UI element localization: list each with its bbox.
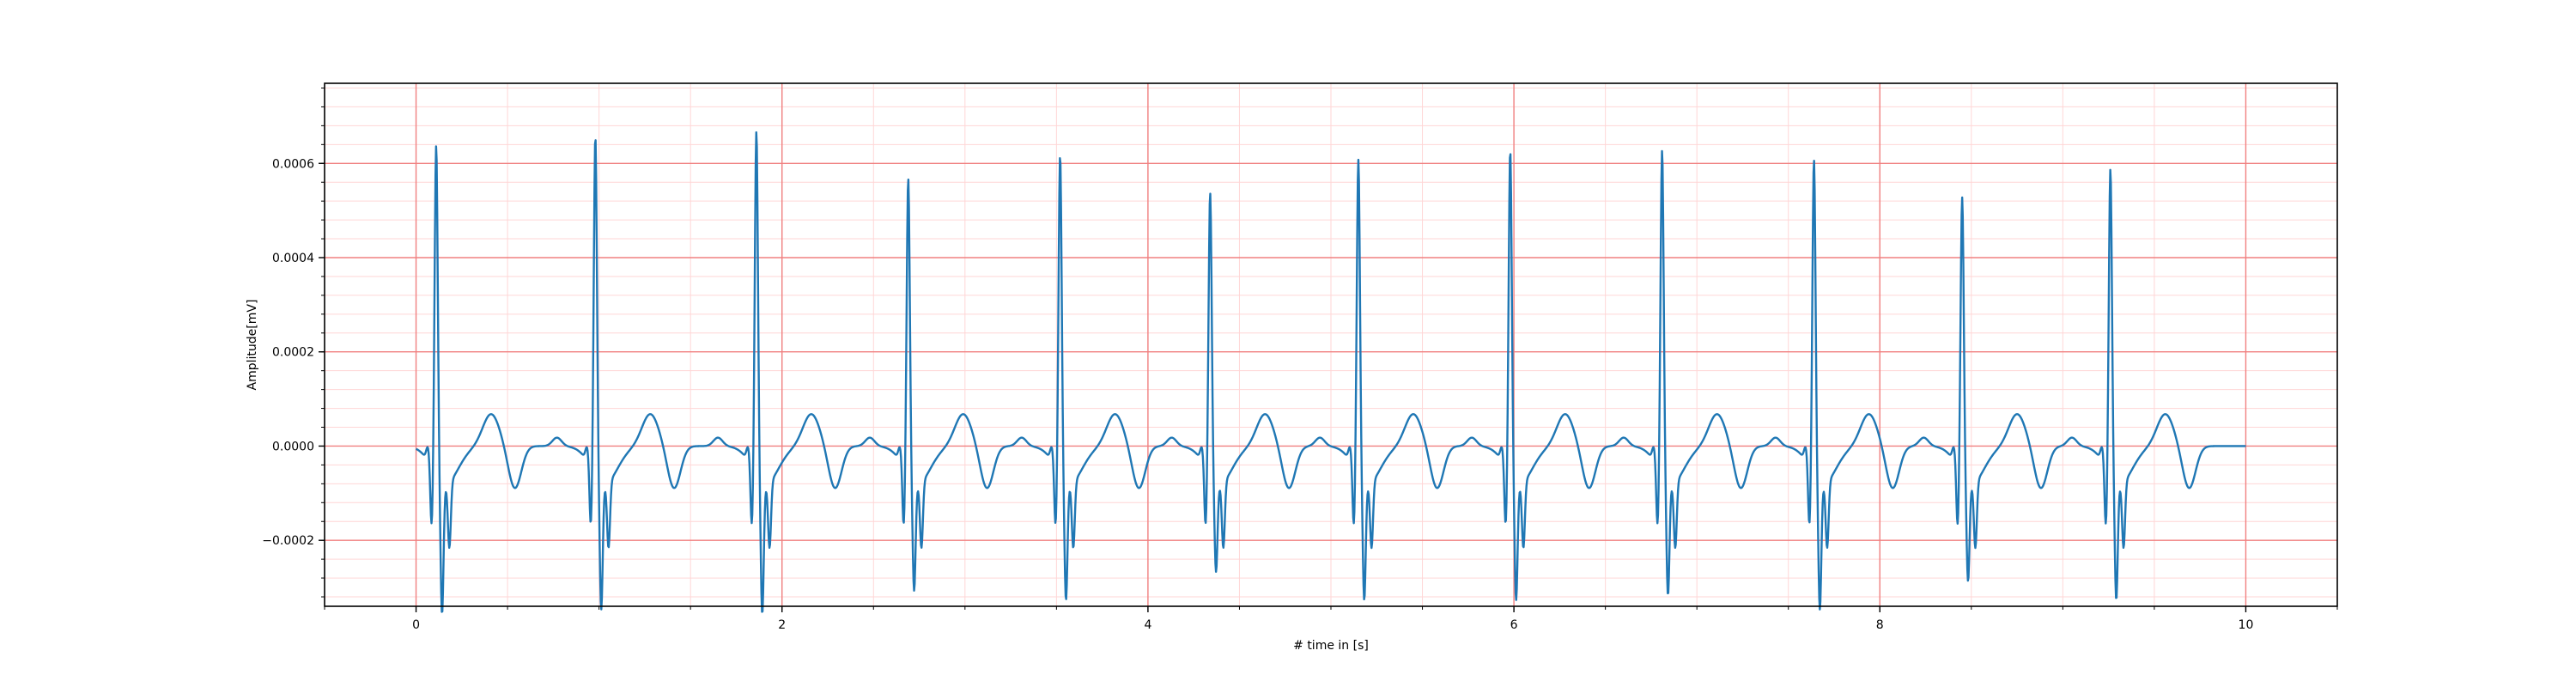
x-tick-label: 8 <box>1876 618 1884 632</box>
y-axis-ticks: −0.0002 0.0000 0.0002 0.0004 0.0006 <box>262 87 325 598</box>
x-axis-ticks: 0 2 4 6 8 10 <box>324 606 2338 632</box>
x-tick-label: 2 <box>778 618 786 632</box>
y-tick-label: 0.0000 <box>272 440 314 453</box>
x-tick-label: 0 <box>412 618 420 632</box>
x-tick-label: 4 <box>1144 618 1151 632</box>
y-tick-label: −0.0002 <box>262 534 314 548</box>
x-tick-label: 10 <box>2239 618 2254 632</box>
plot-area <box>324 82 2338 613</box>
major-grid <box>325 83 2337 606</box>
x-tick-label: 6 <box>1510 618 1518 632</box>
ecg-series-line <box>416 131 2246 613</box>
y-tick-label: 0.0004 <box>272 252 314 265</box>
y-axis-label: Amplitude[mV] <box>246 300 259 391</box>
y-tick-label: 0.0002 <box>272 346 314 360</box>
x-axis-label: # time in [s] <box>1293 639 1369 653</box>
y-tick-label: 0.0006 <box>272 157 314 171</box>
